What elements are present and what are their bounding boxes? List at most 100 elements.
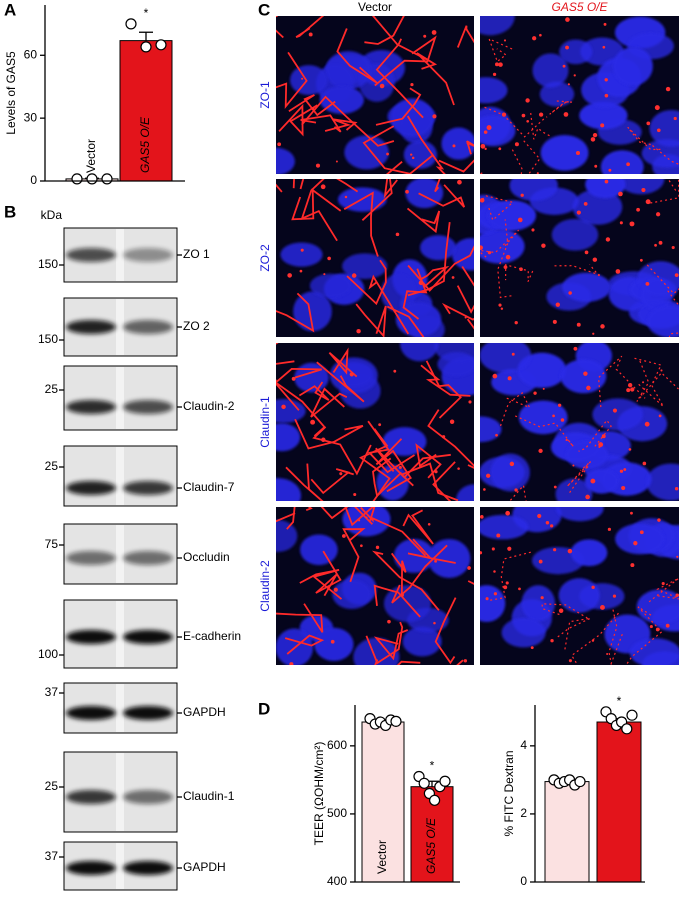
y-tick-label: 0 xyxy=(30,173,37,187)
stain-dot xyxy=(480,245,484,251)
stain-dot xyxy=(480,551,483,555)
nucleus xyxy=(562,272,611,302)
nucleus xyxy=(427,538,471,579)
stain-dot xyxy=(674,273,679,277)
stain-dot xyxy=(378,423,382,427)
stain-dot xyxy=(320,184,326,190)
stain-dot xyxy=(563,112,569,117)
stain-dot xyxy=(386,152,389,156)
nucleus xyxy=(441,127,474,160)
blot-band xyxy=(123,481,173,495)
nucleus xyxy=(509,179,558,201)
junction-stain xyxy=(301,95,395,147)
junction-stain xyxy=(456,266,474,314)
junction-stain xyxy=(375,438,412,493)
stain-dot xyxy=(607,527,611,531)
stain-dot xyxy=(557,403,562,407)
stain-dot xyxy=(540,596,544,600)
stain-dot xyxy=(565,45,569,50)
stain-dot xyxy=(676,555,679,558)
junction-stain xyxy=(549,100,572,115)
bar xyxy=(544,781,590,883)
stain-dot xyxy=(520,193,524,197)
stain-dot xyxy=(538,559,543,564)
stain-dot xyxy=(299,269,303,273)
stain-dot xyxy=(500,307,504,310)
junction-stain xyxy=(597,355,646,408)
blot-band xyxy=(66,320,116,334)
stain-dot xyxy=(480,197,485,203)
junction-stain xyxy=(456,25,474,48)
stain-dot xyxy=(467,566,471,570)
nucleus xyxy=(403,140,437,169)
panel-label: B xyxy=(4,202,16,221)
stain-dot xyxy=(503,585,508,590)
bar xyxy=(596,721,642,883)
nucleus xyxy=(309,273,352,298)
stain-dot xyxy=(604,93,609,98)
micrograph xyxy=(480,16,679,174)
y-tick-label: 60 xyxy=(24,47,38,61)
stain-dot xyxy=(518,587,521,591)
stain-dot xyxy=(431,30,437,35)
stain-dot xyxy=(533,391,537,395)
stain-dot xyxy=(480,143,486,149)
blot-band xyxy=(66,630,116,644)
stain-dot xyxy=(321,437,326,443)
nucleus xyxy=(540,135,589,171)
stain-dot xyxy=(568,659,572,663)
junction-stain xyxy=(427,409,474,469)
blot-band xyxy=(123,861,173,875)
stain-dot xyxy=(398,465,402,469)
stain-dot xyxy=(509,461,515,467)
nucleus xyxy=(646,463,679,501)
stain-dot xyxy=(592,132,598,138)
band-label: Claudin-1 xyxy=(183,789,235,803)
stain-dot xyxy=(567,548,573,554)
marker-label: 37 xyxy=(45,685,59,699)
nucleus xyxy=(289,65,328,96)
junction-stain xyxy=(407,538,456,564)
data-point xyxy=(574,775,586,788)
junction-stain xyxy=(634,357,664,407)
junction-stain xyxy=(320,507,374,525)
junction-stain xyxy=(499,391,531,427)
stain-dot xyxy=(583,371,588,376)
band-label: Claudin-7 xyxy=(183,480,235,494)
data-point xyxy=(626,709,638,721)
stain-dot xyxy=(498,147,502,151)
category-label: GAS5 O/E xyxy=(138,116,152,173)
stain-dot xyxy=(606,652,609,656)
micrograph xyxy=(276,507,474,665)
marker-label: 75 xyxy=(45,537,59,551)
y-tick-label: 4 xyxy=(520,738,527,752)
marker-label: 25 xyxy=(45,382,59,396)
blot-unit: kDa xyxy=(41,208,63,222)
stain-dot xyxy=(536,172,539,174)
data-point xyxy=(86,173,98,185)
nucleus xyxy=(518,400,568,435)
nucleus xyxy=(521,585,556,622)
data-point xyxy=(429,794,441,806)
junction-stain xyxy=(466,140,474,155)
stain-dot xyxy=(633,541,638,546)
stain-dot xyxy=(495,62,499,67)
stain-dot xyxy=(505,581,509,585)
stain-dot xyxy=(604,78,608,82)
nucleus xyxy=(332,579,372,610)
nucleus xyxy=(480,228,525,264)
stain-dot xyxy=(485,473,491,478)
blot-band xyxy=(123,400,173,414)
stain-dot xyxy=(387,619,391,624)
stain-dot xyxy=(552,319,557,324)
junction-stain xyxy=(315,550,342,597)
stain-dot xyxy=(356,328,361,334)
stain-dot xyxy=(493,570,496,573)
nucleus xyxy=(276,147,295,174)
stain-dot xyxy=(393,369,397,373)
stain-dot xyxy=(603,22,607,26)
junction-stain xyxy=(646,264,679,295)
stain-dot xyxy=(351,273,357,278)
row-label: ZO-1 xyxy=(258,81,272,109)
